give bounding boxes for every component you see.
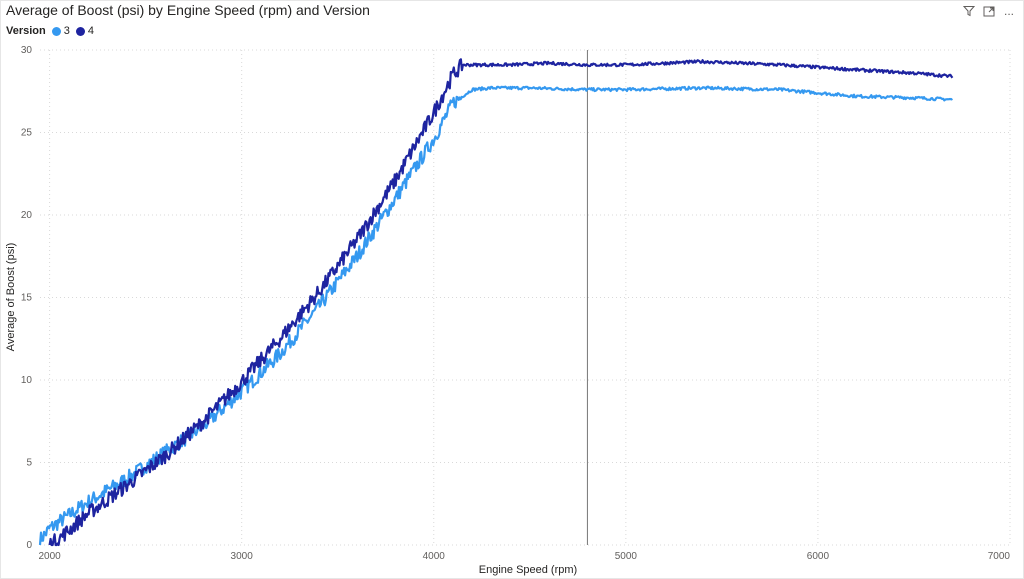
x-tick-label: 2000 (38, 551, 61, 562)
y-tick-label: 30 (21, 45, 33, 56)
legend-title: Version (6, 25, 46, 37)
y-tick-label: 25 (21, 128, 33, 139)
series-line-3[interactable] (38, 85, 953, 546)
x-tick-label: 6000 (807, 551, 830, 562)
series-line-4[interactable] (48, 58, 954, 547)
x-tick-label: 5000 (615, 551, 638, 562)
y-tick-label: 10 (21, 375, 33, 386)
gridlines (40, 49, 1011, 546)
x-tick-label: 7000 (988, 551, 1011, 562)
y-tick-label: 20 (21, 210, 33, 221)
chart-title: Average of Boost (psi) by Engine Speed (… (6, 2, 370, 18)
focus-mode-icon[interactable] (982, 4, 996, 18)
y-axis-ticks: 0 5 10 15 20 25 30 (21, 45, 33, 551)
legend: Version 3 4 (6, 25, 100, 37)
legend-marker-4 (75, 26, 85, 36)
x-axis-ticks: 2000 3000 4000 5000 6000 7000 (38, 551, 1010, 562)
y-tick-label: 0 (26, 540, 32, 551)
legend-label-3: 3 (63, 25, 70, 37)
series-lines (38, 58, 954, 547)
y-tick-label: 5 (26, 458, 32, 469)
x-tick-label: 4000 (423, 551, 446, 562)
visual-header-toolbar: ... (962, 4, 1016, 18)
legend-item-3[interactable]: 3 (51, 25, 70, 37)
legend-label-4: 4 (87, 25, 94, 37)
filter-icon[interactable] (962, 4, 976, 18)
y-axis-title: Average of Boost (psi) (5, 243, 17, 352)
more-options-icon[interactable]: ... (1003, 4, 1014, 18)
x-tick-label: 3000 (231, 551, 254, 562)
x-axis-title: Engine Speed (rpm) (479, 564, 577, 576)
legend-marker-3 (51, 26, 61, 36)
y-tick-label: 15 (21, 293, 33, 304)
legend-item-4[interactable]: 4 (75, 25, 94, 37)
